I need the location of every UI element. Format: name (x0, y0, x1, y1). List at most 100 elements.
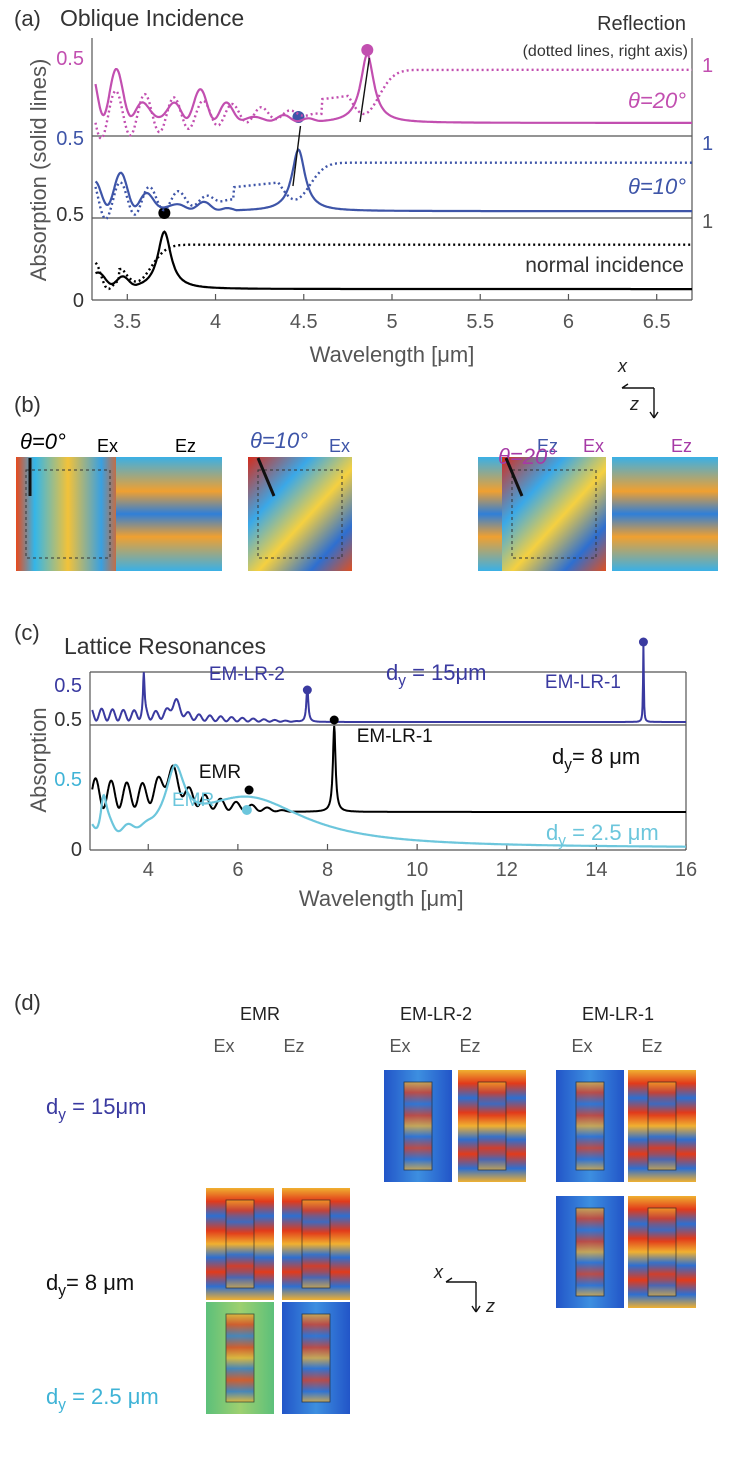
x-tick-label: 6 (563, 311, 574, 333)
x-tick-label: 12 (496, 859, 518, 881)
theta-label: θ=10° (250, 428, 308, 453)
panel-d-field-maps: (d) EMR Ex Ez EM-LR-2 Ex Ez EM-LR-1 Ex Ez dy = 15μ… (14, 990, 696, 1414)
ez-label: Ez (537, 436, 558, 456)
x-tick-label: 10 (406, 859, 428, 881)
absorption-curve-d8 (91, 725, 686, 813)
axis-glyph (621, 383, 659, 419)
y-tick-label: 0.5 (54, 709, 82, 731)
row-label: dy = 2.5 μm (46, 1384, 159, 1414)
x-tick-label: 4 (143, 859, 154, 881)
rod-outline (575, 1207, 605, 1297)
series-label-20: θ=20° (628, 88, 686, 113)
series-label-d2p5: dy = 2.5 μm (546, 820, 659, 850)
rod-outline (403, 1081, 433, 1171)
chart-title: Lattice Resonances (64, 633, 266, 659)
arrow-10 (292, 125, 302, 187)
axis-z-label: z (629, 394, 639, 414)
x-tick-label: 6.5 (643, 311, 671, 333)
field-map-ez (612, 457, 718, 571)
ex-label: Ex (329, 436, 350, 456)
ex-label: Ex (389, 1036, 410, 1056)
column-title: EMR (240, 1004, 280, 1024)
ex-label: Ex (97, 436, 118, 456)
peak-marker-lr1 (638, 637, 648, 647)
reflection-curve-normal (94, 243, 692, 291)
incidence-arrow (504, 457, 524, 497)
annotation-em-lr-1-d15: EM-LR-1 (545, 672, 621, 693)
x-tick-label: 4 (210, 311, 221, 333)
arrow-20 (359, 57, 370, 123)
y-tick-label: 0.5 (54, 769, 82, 791)
series-label-10: θ=10° (628, 174, 686, 199)
panel-b-field-maps: (b)xzθ=0° Ex Ez θ=10° Ex Ezθ=20° Ex Ez (14, 356, 718, 571)
absorption-curve-20 (94, 52, 692, 124)
annotation-emr-d2p5: EMR (172, 790, 214, 811)
reflection-curve-20 (94, 68, 692, 140)
series-label-normal: normal incidence (525, 254, 684, 277)
field-map-ez (116, 457, 222, 571)
peak-marker-emr-d2p5 (241, 805, 252, 815)
y-tick-label: 0.5 (56, 204, 84, 226)
ez-label: Ez (175, 436, 196, 456)
row-label: dy= 8 μm (46, 1270, 134, 1300)
rod-outline (575, 1081, 605, 1171)
column-title: EM-LR-2 (400, 1004, 472, 1024)
column-title: EM-LR-1 (582, 1004, 654, 1024)
x-tick-label: 8 (322, 859, 333, 881)
y-tick-label: 0 (71, 839, 82, 861)
x-tick-label: 4.5 (290, 311, 318, 333)
axis-z-label: z (485, 1296, 495, 1316)
right-axis-note: (dotted lines, right axis) (523, 43, 688, 60)
y-axis-label: Absorption (26, 707, 51, 812)
chart-title: Oblique Incidence (60, 5, 244, 31)
axis-glyph (445, 1277, 481, 1313)
panel-label: (d) (14, 990, 41, 1015)
peak-marker-emr-d8 (244, 785, 254, 795)
x-tick-label: 5.5 (466, 311, 494, 333)
theta-label: θ=0° (20, 429, 66, 454)
peak-marker-lr2 (302, 685, 312, 695)
right-tick-label: 1 (702, 55, 713, 77)
panel-label: (a) (14, 6, 41, 31)
panel-a-chart: (a) Oblique Incidence Reflection (dotted li… (14, 5, 713, 367)
panel-label: (b) (14, 392, 41, 417)
peak-marker-lr1-d8 (329, 715, 339, 725)
rod-outline (225, 1313, 255, 1403)
y-tick-label: 0 (73, 290, 84, 312)
field-map-ex (502, 457, 606, 571)
y-tick-label: 0.5 (56, 128, 84, 150)
ez-label: Ez (459, 1036, 480, 1056)
peak-marker-normal (158, 207, 171, 219)
unit-cell-outline (257, 469, 343, 559)
x-tick-label: 6 (232, 859, 243, 881)
right-axis-title: Reflection (597, 13, 686, 35)
x-tick-label: 3.5 (113, 311, 141, 333)
right-tick-label: 1 (702, 133, 713, 155)
incidence-arrow (256, 457, 276, 497)
x-tick-label: 5 (386, 311, 397, 333)
absorption-curve-d15 (91, 643, 686, 723)
annotation-em-lr-1-d8: EM-LR-1 (357, 726, 433, 747)
rod-outline (225, 1199, 255, 1289)
axis-x-label: x (433, 1262, 444, 1282)
theta-label: θ=20° (498, 444, 556, 469)
panel-c-chart: (c) Lattice Resonances 4 6 8 10 12 14 16 Waveleng… (14, 620, 697, 911)
rod-outline (301, 1313, 331, 1403)
unit-cell-outline (25, 469, 111, 559)
y-tick-label: 0.5 (54, 675, 82, 697)
absorption-curve-normal (95, 230, 692, 291)
x-tick-label: 16 (675, 859, 697, 881)
panel-label: (c) (14, 620, 40, 645)
x-axis-label: Wavelength [μm] (299, 886, 464, 911)
row-label: dy = 15μm (46, 1094, 147, 1124)
ez-label: Ez (641, 1036, 662, 1056)
rod-outline (301, 1199, 331, 1289)
rod-outline (647, 1207, 677, 1297)
right-tick-label: 1 (702, 211, 713, 233)
annotation-emr-d8: EMR (199, 762, 241, 783)
absorption-curve-10 (94, 148, 692, 213)
annotation-em-lr-2: EM-LR-2 (209, 664, 285, 685)
y-axis-label: Absorption (solid lines) (26, 59, 51, 282)
ex-label: Ex (571, 1036, 592, 1056)
